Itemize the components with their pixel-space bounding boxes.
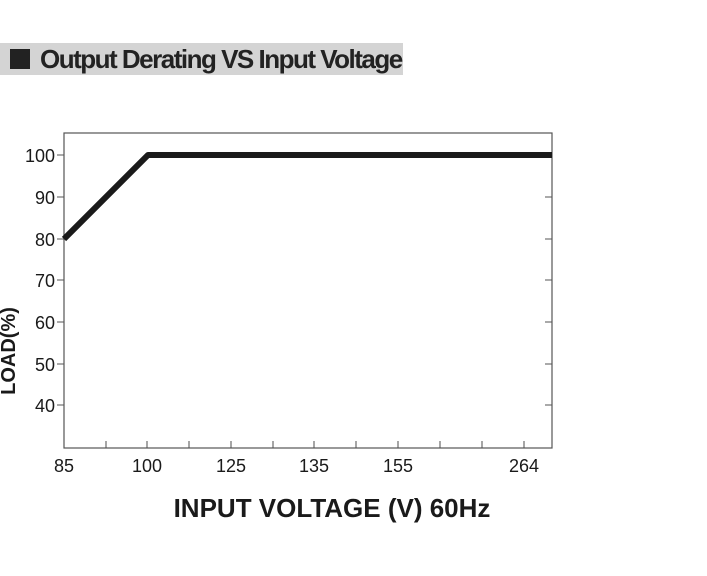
svg-text:264: 264 xyxy=(509,456,539,476)
svg-text:40: 40 xyxy=(35,396,55,416)
svg-text:LOAD(%): LOAD(%) xyxy=(0,307,20,395)
svg-text:100: 100 xyxy=(132,456,162,476)
svg-text:100: 100 xyxy=(25,146,55,166)
svg-text:80: 80 xyxy=(35,230,55,250)
svg-text:60: 60 xyxy=(35,313,55,333)
svg-text:50: 50 xyxy=(35,355,55,375)
svg-text:155: 155 xyxy=(383,456,413,476)
svg-text:125: 125 xyxy=(216,456,246,476)
svg-text:90: 90 xyxy=(35,188,55,208)
svg-text:135: 135 xyxy=(299,456,329,476)
svg-text:85: 85 xyxy=(54,456,74,476)
svg-text:INPUT VOLTAGE (V) 60Hz: INPUT VOLTAGE (V) 60Hz xyxy=(174,493,491,523)
svg-text:70: 70 xyxy=(35,271,55,291)
